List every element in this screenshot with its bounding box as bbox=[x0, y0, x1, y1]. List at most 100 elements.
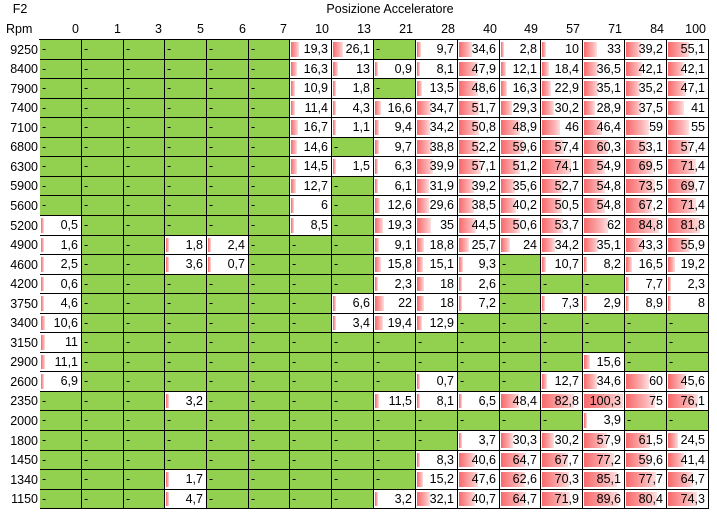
table-cell[interactable]: 12,9 bbox=[416, 314, 458, 333]
table-cell[interactable]: - bbox=[82, 490, 124, 509]
table-cell[interactable]: 34,6 bbox=[583, 372, 625, 392]
table-cell[interactable]: 25,7 bbox=[458, 236, 500, 255]
table-cell[interactable]: - bbox=[332, 431, 374, 451]
table-cell[interactable]: 3,6 bbox=[165, 255, 207, 275]
table-cell[interactable]: - bbox=[416, 333, 458, 353]
table-cell[interactable]: 36,5 bbox=[583, 60, 625, 79]
table-cell[interactable]: 37,5 bbox=[625, 99, 667, 118]
table-cell[interactable]: 19,4 bbox=[374, 314, 416, 333]
table-cell[interactable]: - bbox=[40, 157, 82, 177]
table-cell[interactable]: - bbox=[40, 451, 82, 470]
table-cell[interactable]: 40,2 bbox=[500, 196, 541, 216]
table-cell[interactable]: 14,5 bbox=[290, 157, 332, 177]
table-cell[interactable]: 70,3 bbox=[541, 470, 583, 490]
table-cell[interactable]: 9,7 bbox=[374, 138, 416, 157]
row-header-rpm[interactable]: 5200 bbox=[0, 216, 40, 236]
table-cell[interactable]: - bbox=[458, 411, 500, 431]
row-header-rpm[interactable]: 7900 bbox=[0, 79, 40, 99]
table-cell[interactable]: - bbox=[207, 451, 249, 470]
table-cell[interactable]: 1,7 bbox=[165, 470, 207, 490]
table-cell[interactable]: - bbox=[207, 372, 249, 392]
table-cell[interactable]: - bbox=[82, 470, 124, 490]
table-cell[interactable]: - bbox=[82, 99, 124, 118]
table-cell[interactable]: - bbox=[249, 79, 290, 99]
table-cell[interactable]: 64,7 bbox=[667, 470, 709, 490]
table-cell[interactable]: - bbox=[541, 353, 583, 372]
table-cell[interactable]: - bbox=[165, 275, 207, 294]
table-cell[interactable]: 34,2 bbox=[541, 236, 583, 255]
row-header-rpm[interactable]: 1450 bbox=[0, 451, 40, 470]
table-cell[interactable]: 7,2 bbox=[458, 294, 500, 314]
table-cell[interactable]: 71,4 bbox=[667, 157, 709, 177]
table-cell[interactable]: - bbox=[124, 196, 165, 216]
table-cell[interactable]: 82,8 bbox=[541, 392, 583, 411]
table-cell[interactable]: 8,5 bbox=[290, 216, 332, 236]
table-cell[interactable]: - bbox=[332, 138, 374, 157]
table-cell[interactable]: - bbox=[332, 275, 374, 294]
table-cell[interactable]: 54,8 bbox=[583, 196, 625, 216]
table-cell[interactable]: - bbox=[249, 294, 290, 314]
row-header-rpm[interactable]: 2900 bbox=[0, 353, 40, 372]
table-cell[interactable]: - bbox=[374, 353, 416, 372]
table-cell[interactable]: - bbox=[290, 392, 332, 411]
table-cell[interactable]: - bbox=[40, 470, 82, 490]
table-cell[interactable]: - bbox=[249, 392, 290, 411]
table-cell[interactable]: - bbox=[124, 60, 165, 79]
table-cell[interactable]: - bbox=[207, 353, 249, 372]
table-cell[interactable]: - bbox=[249, 99, 290, 118]
table-cell[interactable]: - bbox=[458, 372, 500, 392]
table-cell[interactable]: 4,7 bbox=[165, 490, 207, 509]
table-cell[interactable]: - bbox=[207, 60, 249, 79]
table-cell[interactable]: - bbox=[124, 255, 165, 275]
table-cell[interactable]: 57,4 bbox=[541, 138, 583, 157]
table-cell[interactable]: 1,8 bbox=[332, 79, 374, 99]
table-cell[interactable]: 12,6 bbox=[374, 196, 416, 216]
table-cell[interactable]: 1,5 bbox=[332, 157, 374, 177]
table-cell[interactable]: 12,1 bbox=[500, 60, 541, 79]
table-cell[interactable]: 12,7 bbox=[290, 177, 332, 196]
row-header-rpm[interactable]: 6300 bbox=[0, 157, 40, 177]
table-cell[interactable]: - bbox=[500, 411, 541, 431]
table-cell[interactable]: 48,6 bbox=[458, 79, 500, 99]
row-header-rpm[interactable]: 8400 bbox=[0, 60, 40, 79]
table-cell[interactable]: 47,6 bbox=[458, 470, 500, 490]
table-cell[interactable]: - bbox=[249, 40, 290, 60]
table-cell[interactable]: 2,3 bbox=[374, 275, 416, 294]
table-cell[interactable]: - bbox=[40, 177, 82, 196]
table-cell[interactable]: - bbox=[165, 333, 207, 353]
table-cell[interactable]: 7,7 bbox=[625, 275, 667, 294]
table-cell[interactable]: - bbox=[82, 451, 124, 470]
table-cell[interactable]: - bbox=[207, 294, 249, 314]
column-header[interactable]: 21 bbox=[374, 20, 416, 40]
table-cell[interactable]: - bbox=[541, 275, 583, 294]
table-cell[interactable]: - bbox=[40, 431, 82, 451]
table-cell[interactable]: - bbox=[82, 431, 124, 451]
table-cell[interactable]: 52,2 bbox=[458, 138, 500, 157]
table-cell[interactable]: 6,3 bbox=[374, 157, 416, 177]
table-cell[interactable]: 55,9 bbox=[667, 236, 709, 255]
table-cell[interactable]: - bbox=[249, 236, 290, 255]
table-cell[interactable]: 54,8 bbox=[583, 177, 625, 196]
table-title[interactable]: Posizione Acceleratore bbox=[290, 0, 490, 20]
table-cell[interactable]: 35,6 bbox=[500, 177, 541, 196]
table-cell[interactable]: - bbox=[290, 372, 332, 392]
table-cell[interactable]: 80,4 bbox=[625, 490, 667, 509]
table-cell[interactable]: 77,7 bbox=[625, 470, 667, 490]
table-cell[interactable]: 57,9 bbox=[583, 431, 625, 451]
table-cell[interactable]: 30,2 bbox=[541, 99, 583, 118]
table-cell[interactable]: 22 bbox=[374, 294, 416, 314]
table-cell[interactable]: - bbox=[374, 411, 416, 431]
table-cell[interactable]: - bbox=[332, 255, 374, 275]
row-header-rpm[interactable]: 2600 bbox=[0, 372, 40, 392]
table-cell[interactable]: - bbox=[124, 294, 165, 314]
table-cell[interactable]: - bbox=[207, 118, 249, 138]
table-cell[interactable]: 35 bbox=[416, 216, 458, 236]
table-cell[interactable]: - bbox=[165, 196, 207, 216]
table-cell[interactable]: 34,6 bbox=[458, 40, 500, 60]
table-cell[interactable]: 1,6 bbox=[40, 236, 82, 255]
table-cell[interactable]: 32,1 bbox=[416, 490, 458, 509]
table-cell[interactable]: 16,3 bbox=[290, 60, 332, 79]
table-cell[interactable]: 51,7 bbox=[458, 99, 500, 118]
table-cell[interactable]: 39,9 bbox=[416, 157, 458, 177]
table-cell[interactable]: - bbox=[249, 138, 290, 157]
